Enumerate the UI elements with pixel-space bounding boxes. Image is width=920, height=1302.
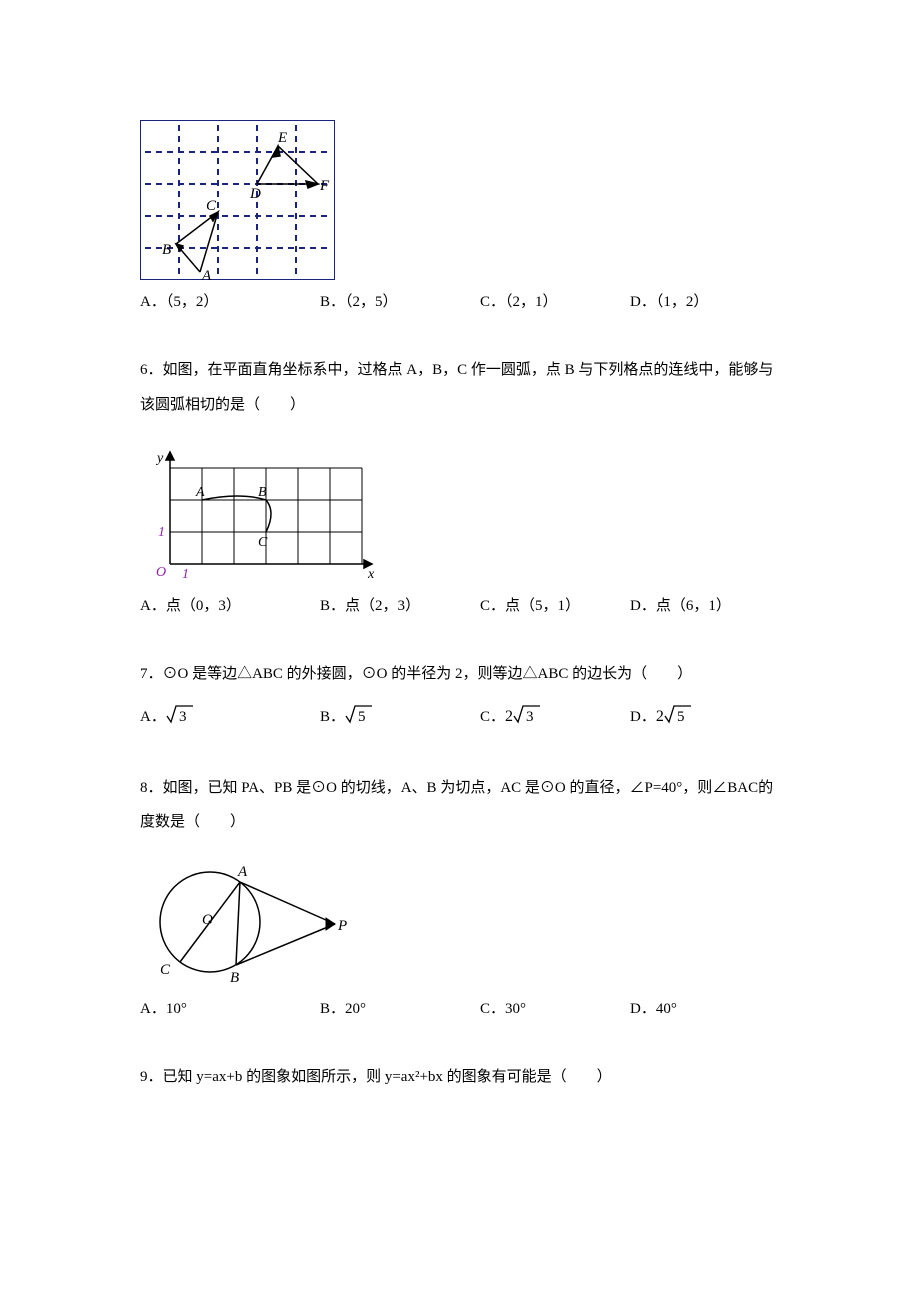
q7-d-coef: 2	[656, 707, 664, 724]
sqrt-icon: 5	[345, 704, 373, 731]
svg-text:1: 1	[158, 525, 165, 540]
svg-text:y: y	[155, 451, 164, 466]
q7-d-prefix: D．	[630, 708, 656, 724]
q7-a-prefix: A．	[140, 708, 166, 724]
q6-text: 6．如图，在平面直角坐标系中，过格点 A，B，C 作一圆弧，点 B 与下列格点的…	[140, 353, 780, 422]
svg-text:C: C	[160, 962, 171, 978]
q6-figure: y x O 1 1 A B C	[140, 434, 780, 584]
q5-choice-c: C．（2，1）	[480, 292, 630, 313]
q7-b-prefix: B．	[320, 708, 345, 724]
q6-choices: A．点（0，3） B．点（2，3） C．点（5，1） D．点（6，1）	[140, 596, 780, 617]
q7-c-prefix: C．	[480, 708, 505, 724]
q8-choice-c: C．30°	[480, 999, 630, 1020]
q8-choice-a: A．10°	[140, 999, 320, 1020]
q6-choice-b: B．点（2，3）	[320, 596, 480, 617]
q8-choice-d: D．40°	[630, 999, 770, 1020]
svg-text:5: 5	[358, 709, 366, 724]
svg-text:3: 3	[179, 709, 187, 724]
q8-choice-b: B．20°	[320, 999, 480, 1020]
q7-choice-c: C．23	[480, 704, 630, 731]
q5-figure: A B C D E F	[140, 120, 780, 280]
q5-label-b: B	[162, 242, 171, 258]
svg-text:B: B	[230, 970, 239, 986]
q6-choice-a: A．点（0，3）	[140, 596, 320, 617]
svg-text:3: 3	[526, 709, 534, 724]
q5-choice-a: A．（5，2）	[140, 292, 320, 313]
q8-figure: A B C O P	[140, 852, 780, 987]
q5-label-e: E	[277, 130, 287, 146]
sqrt-icon: 3	[166, 704, 194, 731]
q7-choices: A．3 B．5 C．23 D．25	[140, 704, 780, 731]
q7-c-coef: 2	[505, 707, 513, 724]
q8-choices: A．10° B．20° C．30° D．40°	[140, 999, 780, 1020]
q6-choice-c: C．点（5，1）	[480, 596, 630, 617]
q8-block: 8．如图，已知 PA、PB 是⊙O 的切线，A、B 为切点，AC 是⊙O 的直径…	[140, 771, 780, 1020]
sqrt-icon: 5	[664, 704, 692, 731]
q5-label-a: A	[201, 268, 212, 280]
q7-choice-d: D．25	[630, 704, 770, 731]
svg-text:O: O	[202, 912, 213, 928]
q5-choice-d: D．（1，2）	[630, 292, 770, 313]
q9-block: 9．已知 y=ax+b 的图象如图所示，则 y=ax²+bx 的图象有可能是（ …	[140, 1060, 780, 1095]
q5-label-d: D	[249, 186, 261, 202]
svg-text:B: B	[258, 485, 267, 500]
svg-text:C: C	[258, 535, 268, 550]
q8-text: 8．如图，已知 PA、PB 是⊙O 的切线，A、B 为切点，AC 是⊙O 的直径…	[140, 771, 780, 840]
q7-choice-a: A． 3	[140, 704, 320, 731]
svg-text:O: O	[156, 565, 166, 580]
svg-text:A: A	[237, 864, 248, 880]
q7-choice-b: B． 5	[320, 704, 480, 731]
q5-block: A B C D E F A．（5，2） B．（2，5） C．（2，1） D．（1…	[140, 120, 780, 313]
svg-text:P: P	[337, 918, 347, 934]
svg-text:x: x	[367, 567, 375, 582]
svg-text:A: A	[195, 485, 205, 500]
svg-text:1: 1	[182, 567, 189, 582]
q5-label-f: F	[319, 178, 330, 194]
q9-text: 9．已知 y=ax+b 的图象如图所示，则 y=ax²+bx 的图象有可能是（ …	[140, 1060, 780, 1095]
q6-block: 6．如图，在平面直角坐标系中，过格点 A，B，C 作一圆弧，点 B 与下列格点的…	[140, 353, 780, 617]
q5-label-c: C	[206, 198, 217, 214]
svg-text:5: 5	[677, 709, 685, 724]
q6-choice-d: D．点（6，1）	[630, 596, 770, 617]
sqrt-icon: 3	[513, 704, 541, 731]
q5-choice-b: B．（2，5）	[320, 292, 480, 313]
q7-block: 7．⊙O 是等边△ABC 的外接圆，⊙O 的半径为 2，则等边△ABC 的边长为…	[140, 657, 780, 731]
q7-text: 7．⊙O 是等边△ABC 的外接圆，⊙O 的半径为 2，则等边△ABC 的边长为…	[140, 657, 780, 692]
q5-choices: A．（5，2） B．（2，5） C．（2，1） D．（1，2）	[140, 292, 780, 313]
